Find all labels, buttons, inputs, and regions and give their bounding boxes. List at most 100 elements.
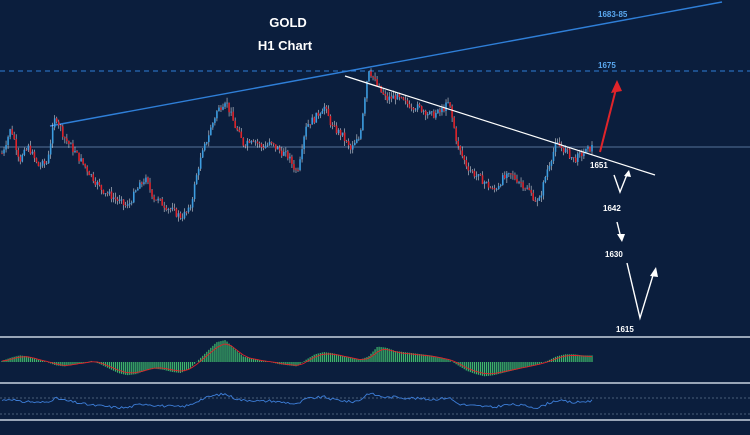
- candle-body: [319, 113, 322, 116]
- candle-body: [510, 173, 512, 175]
- candle-body: [530, 189, 532, 193]
- candle-body: [360, 130, 362, 139]
- candle-body: [572, 157, 575, 158]
- candle-body: [126, 204, 129, 206]
- candle-body: [562, 147, 565, 153]
- candle-body: [416, 104, 419, 110]
- candle-body: [51, 127, 54, 144]
- candle-body: [141, 182, 143, 184]
- candle-body: [455, 127, 457, 142]
- candle-body: [193, 184, 196, 200]
- candle-body: [422, 110, 425, 112]
- candle-body: [499, 184, 502, 187]
- candle-body: [560, 146, 563, 148]
- candle-body: [264, 145, 267, 149]
- candle-body: [262, 147, 265, 149]
- descending-trendline: [344, 75, 656, 176]
- candle-body: [414, 109, 417, 111]
- candle-body: [132, 191, 135, 203]
- candle-body: [489, 187, 492, 189]
- candle-body: [153, 196, 155, 200]
- rsi-panel: [0, 392, 750, 415]
- candle-body: [70, 143, 72, 145]
- candle-body: [68, 141, 70, 144]
- candle-body: [78, 152, 80, 162]
- candle-body: [248, 140, 251, 143]
- candle-body: [289, 156, 291, 159]
- forecast-zigzag-arrow: [613, 171, 629, 194]
- candle-body: [353, 142, 356, 146]
- candle-body: [260, 143, 263, 148]
- candle-body: [238, 129, 241, 132]
- candle-body: [181, 218, 184, 219]
- candle-body: [222, 106, 224, 110]
- candle-body: [386, 95, 389, 101]
- candle-body: [256, 141, 259, 144]
- candle-body: [568, 149, 571, 159]
- candle-body: [185, 211, 188, 213]
- candlestick-series: [1, 68, 593, 222]
- candle-body: [43, 160, 46, 164]
- candle-body: [268, 141, 271, 145]
- candle-body: [159, 198, 161, 200]
- candle-body: [285, 151, 287, 153]
- candle-body: [429, 111, 431, 115]
- candle-body: [11, 129, 13, 135]
- candle-body: [230, 111, 232, 113]
- candle-body: [145, 177, 147, 183]
- level-label-1675: 1675: [598, 61, 616, 70]
- candle-body: [272, 143, 275, 145]
- candle-body: [228, 102, 230, 113]
- candle-body: [548, 165, 551, 170]
- forecast-label-1642: 1642: [603, 204, 621, 213]
- candle-body: [305, 126, 307, 137]
- candle-body: [418, 104, 421, 107]
- candle-body: [457, 141, 459, 147]
- candle-body: [293, 164, 295, 170]
- candle-body: [25, 149, 28, 151]
- candle-body: [128, 203, 131, 205]
- candle-body: [280, 150, 283, 156]
- candle-body: [526, 187, 528, 189]
- candle-body: [372, 76, 374, 78]
- candle-body: [532, 192, 535, 201]
- candle-body: [47, 154, 50, 164]
- candle-body: [252, 140, 255, 142]
- candle-body: [1, 153, 3, 155]
- candle-body: [64, 136, 66, 139]
- candle-body: [508, 173, 510, 175]
- candle-body: [147, 177, 149, 183]
- candle-body: [208, 135, 210, 143]
- candle-body: [343, 132, 346, 141]
- candle-body: [244, 145, 247, 147]
- candle-body: [191, 199, 194, 208]
- candle-body: [76, 151, 78, 153]
- candle-body: [396, 94, 399, 100]
- candle-body: [483, 181, 486, 184]
- candle-body: [566, 148, 569, 150]
- candle-body: [212, 122, 214, 128]
- candle-body: [278, 147, 281, 151]
- candle-body: [577, 153, 579, 162]
- candle-body: [368, 71, 370, 82]
- candle-body: [370, 71, 372, 77]
- candle-body: [214, 118, 216, 123]
- candle-body: [495, 189, 498, 190]
- candle-body: [528, 187, 530, 190]
- candle-body: [5, 145, 7, 150]
- candle-body: [516, 179, 518, 183]
- candle-body: [88, 171, 90, 176]
- candle-body: [331, 125, 334, 126]
- candle-body: [3, 149, 5, 154]
- candle-body: [461, 150, 464, 157]
- candle-body: [86, 166, 88, 172]
- candle-body: [291, 156, 293, 165]
- candle-body: [189, 207, 192, 209]
- candle-body: [15, 138, 17, 151]
- candle-body: [321, 111, 324, 114]
- candle-body: [27, 145, 30, 151]
- candle-body: [424, 110, 427, 116]
- candle-body: [538, 197, 541, 201]
- candle-body: [17, 150, 20, 157]
- candle-body: [297, 169, 299, 171]
